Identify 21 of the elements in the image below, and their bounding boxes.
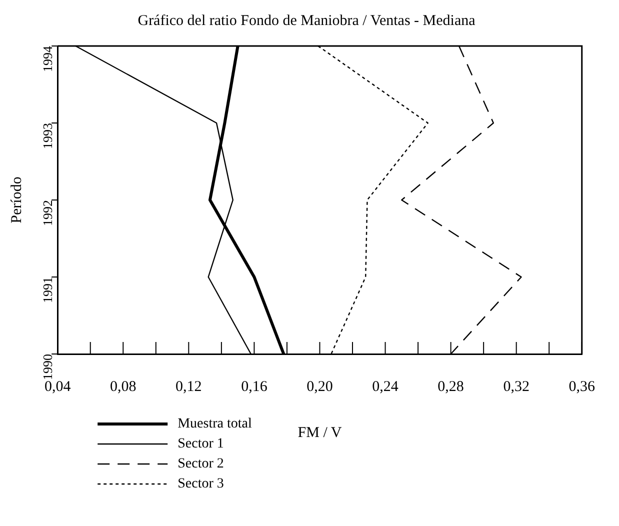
chart-title: Gráfico del ratio Fondo de Maniobra / Ventas - Mediana (138, 12, 476, 29)
y-axis-title: Período (8, 176, 25, 224)
legend-label: Sector 2 (178, 456, 224, 472)
x-tick-label: 0,04 (44, 378, 72, 395)
legend-label: Sector 3 (178, 476, 224, 492)
y-tick-label: 1993 (40, 123, 56, 149)
x-tick-label: 0,36 (568, 378, 596, 395)
legend-label: Muestra total (178, 416, 252, 432)
x-tick-label: 0,16 (241, 378, 268, 395)
y-tick-label: 1991 (40, 277, 56, 303)
x-tick-label: 0,24 (372, 378, 399, 395)
y-tick-label: 1992 (40, 200, 56, 226)
x-axis-title: FM / V (298, 424, 342, 441)
x-tick-label: 0,32 (503, 378, 530, 395)
y-tick-label: 1990 (40, 354, 56, 380)
y-tick-label: 1994 (40, 46, 56, 72)
x-tick-label: 0,12 (176, 378, 202, 395)
x-tick-label: 0,20 (306, 378, 333, 395)
x-tick-label: 0,28 (438, 378, 464, 395)
legend-label: Sector 1 (178, 436, 224, 452)
x-tick-label: 0,08 (110, 378, 136, 395)
